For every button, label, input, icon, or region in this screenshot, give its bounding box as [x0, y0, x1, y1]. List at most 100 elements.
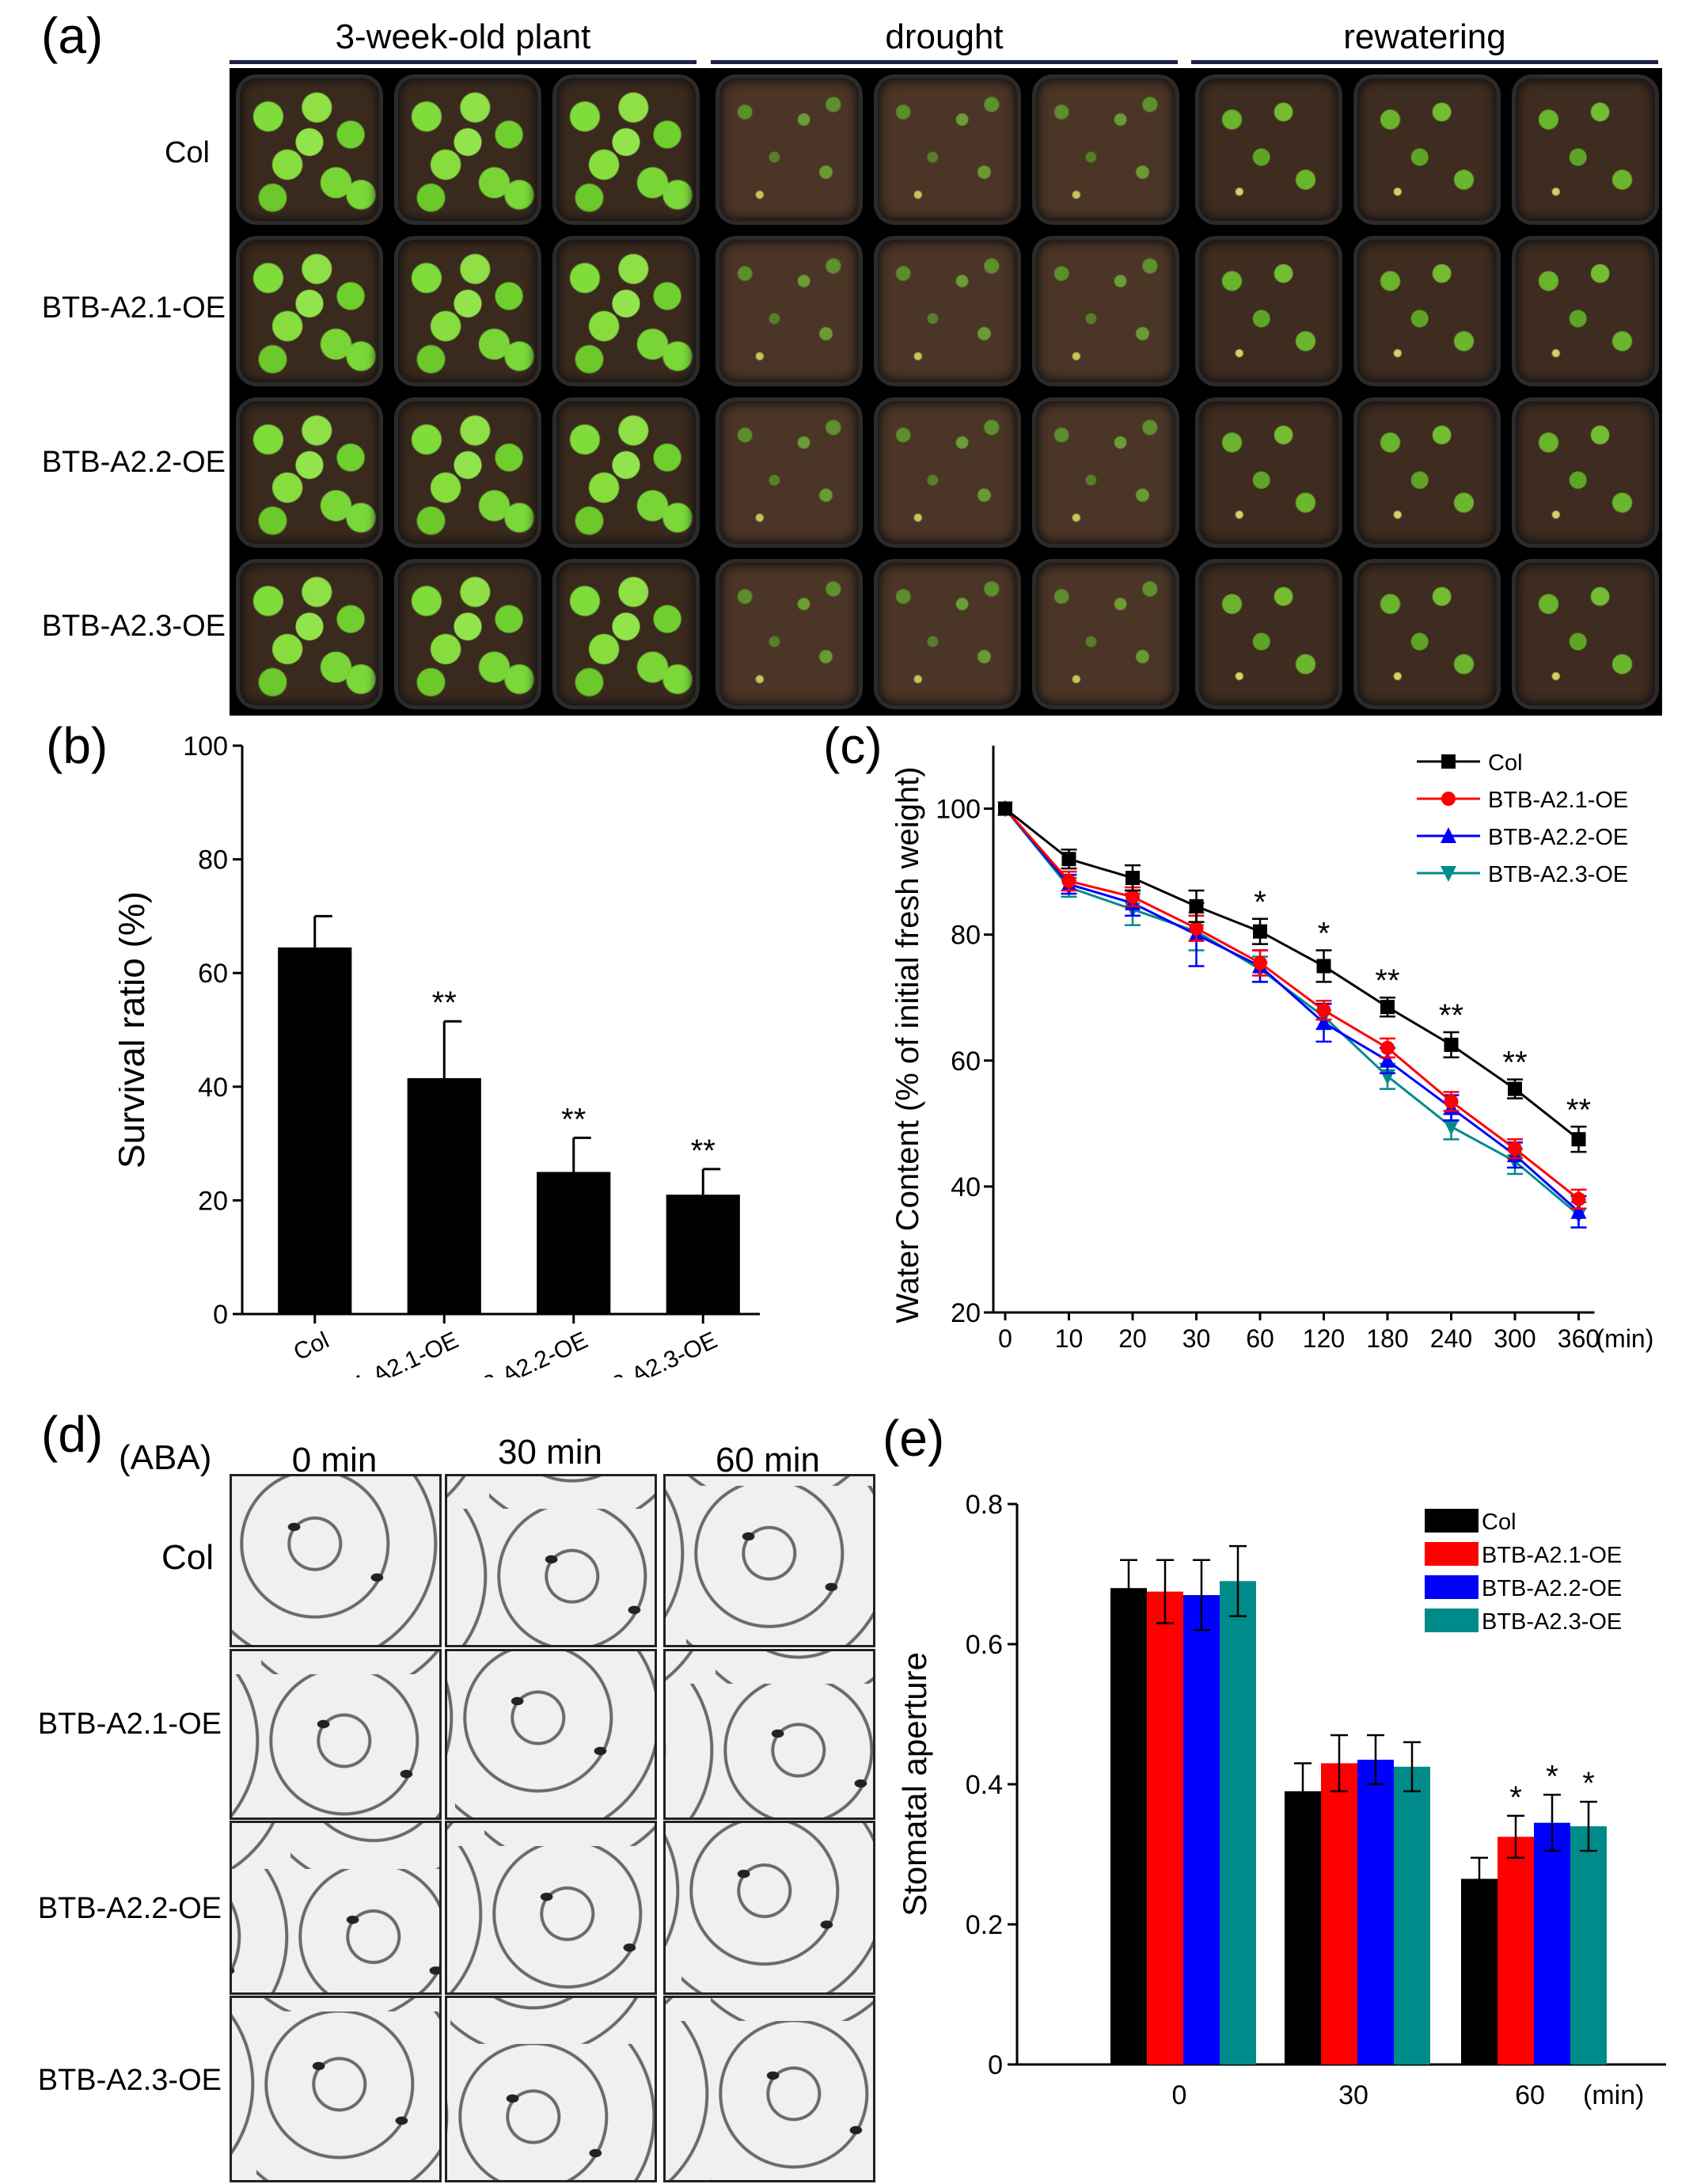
plant-pot: [1353, 74, 1501, 225]
significance-label: **: [691, 1134, 716, 1168]
significance-label: **: [1439, 998, 1463, 1033]
data-point: [1316, 1003, 1331, 1018]
data-point: [1126, 871, 1140, 886]
plant-pot: [394, 397, 541, 548]
bar: [1147, 1591, 1183, 2064]
x-tick-label: 120: [1303, 1324, 1345, 1353]
plant-pot: [874, 236, 1021, 386]
x-tick-label: 240: [1430, 1324, 1472, 1353]
stomata-micrograph: [445, 1821, 657, 1995]
bar: [278, 947, 352, 1314]
bar: [1394, 1766, 1430, 2064]
bar: [1321, 1763, 1357, 2064]
bar: [1534, 1822, 1570, 2064]
x-tick-label: Col: [290, 1327, 333, 1365]
data-point: [998, 801, 1012, 816]
y-tick-label: 20: [951, 1298, 981, 1328]
data-point: [1571, 1132, 1586, 1147]
d-row-label-a22: BTB-A2.2-OE: [37, 1892, 222, 1925]
bar: [1285, 1791, 1321, 2064]
plant-pot: [1353, 397, 1501, 548]
y-tick-label: 0: [988, 2050, 1003, 2080]
stomata-micrograph: [663, 1649, 875, 1820]
series-line: [1004, 807, 1580, 1213]
data-point: [1441, 792, 1456, 806]
plant-pot: [1512, 236, 1659, 386]
plant-pot: [552, 397, 700, 548]
x-unit-label: (min): [1596, 1324, 1654, 1353]
legend-label: BTB-A2.2-OE: [1488, 825, 1628, 850]
y-tick-label: 0: [213, 1300, 228, 1330]
panel-e-label: (e): [883, 1410, 945, 1467]
data-point: [1444, 1037, 1459, 1052]
y-tick-label: 80: [198, 845, 228, 875]
plant-pot: [1195, 236, 1342, 386]
stomata-micrograph: [230, 1474, 442, 1647]
plant-pot: [874, 559, 1021, 709]
x-tick-label: 360: [1558, 1324, 1600, 1353]
x-tick-label: 60: [1246, 1324, 1274, 1353]
plant-pot: [1353, 236, 1501, 386]
plant-pot: [1353, 559, 1501, 709]
bar: [407, 1078, 481, 1314]
plant-pot: [716, 559, 863, 709]
legend-label: BTB-A2.2-OE: [1482, 1576, 1622, 1601]
data-point: [1189, 921, 1204, 936]
significance-label: *: [1582, 1766, 1595, 1801]
plant-photo-grid: [230, 68, 1662, 716]
y-tick-label: 100: [183, 731, 228, 762]
plant-pot: [1195, 74, 1342, 225]
stomatal-aperture-chart: 0 0.2 0.4 0.6 0.8 Stomatal aperture 0 30 * * * 60 (m…: [896, 1490, 1666, 2110]
row-label-col: Col: [164, 136, 210, 169]
plant-pot: [552, 236, 700, 386]
y-tick-label: 100: [936, 795, 981, 825]
significance-label: **: [1566, 1092, 1591, 1127]
header-bar-drought: [711, 60, 1178, 64]
y-axis-title: Stomatal aperture: [896, 1652, 933, 1916]
y-tick-label: 60: [198, 959, 228, 989]
data-point: [1380, 1051, 1395, 1068]
plant-pot: [552, 74, 700, 225]
panel-c-label: (c): [823, 717, 883, 774]
series-Col: [998, 801, 1587, 1153]
plant-pot: [236, 74, 383, 225]
legend-swatch: [1425, 1542, 1479, 1566]
row-label-a22: BTB-A2.2-OE: [41, 446, 226, 479]
row-label-a21: BTB-A2.1-OE: [41, 291, 226, 325]
data-point: [1316, 959, 1331, 974]
data-point: [1441, 866, 1456, 882]
data-point: [1570, 1202, 1587, 1219]
plant-pot: [716, 397, 863, 548]
significance-label: *: [1254, 885, 1266, 920]
significance-label: *: [1509, 1780, 1522, 1815]
stomata-micrograph: [663, 1996, 875, 2182]
plant-pot: [1032, 397, 1179, 548]
data-point: [1061, 874, 1076, 889]
d-col-head-60: 60 min: [715, 1441, 821, 1479]
plant-pot: [1195, 397, 1342, 548]
bar: [1183, 1595, 1220, 2064]
significance-label: **: [561, 1102, 586, 1137]
x-tick-label: 20: [1118, 1324, 1147, 1353]
x-tick-label: BTB1-A2.1-OE: [308, 1327, 462, 1377]
x-tick-label: 10: [1055, 1324, 1084, 1353]
legend-label: BTB-A2.1-OE: [1488, 788, 1628, 813]
plant-pot: [1032, 74, 1179, 225]
legend-swatch: [1425, 1509, 1479, 1533]
stomata-micrograph: [230, 1649, 442, 1820]
d-col-head-0: 0 min: [291, 1441, 378, 1479]
d-col-head-30: 30 min: [497, 1433, 603, 1472]
data-point: [1508, 1081, 1522, 1096]
data-point: [1443, 1119, 1460, 1136]
plant-pot: [1512, 74, 1659, 225]
data-point: [1444, 1094, 1459, 1109]
significance-label: **: [1502, 1046, 1527, 1081]
d-row-label-a21: BTB-A2.1-OE: [37, 1707, 222, 1741]
bar: [1220, 1581, 1256, 2064]
legend-label: Col: [1482, 1510, 1516, 1535]
significance-label: *: [1546, 1759, 1558, 1794]
y-tick-label: 40: [198, 1073, 228, 1103]
significance-label: **: [1375, 963, 1399, 998]
x-tick-label: BTB2-A2.2-OE: [437, 1327, 591, 1377]
data-point: [1380, 1040, 1395, 1055]
